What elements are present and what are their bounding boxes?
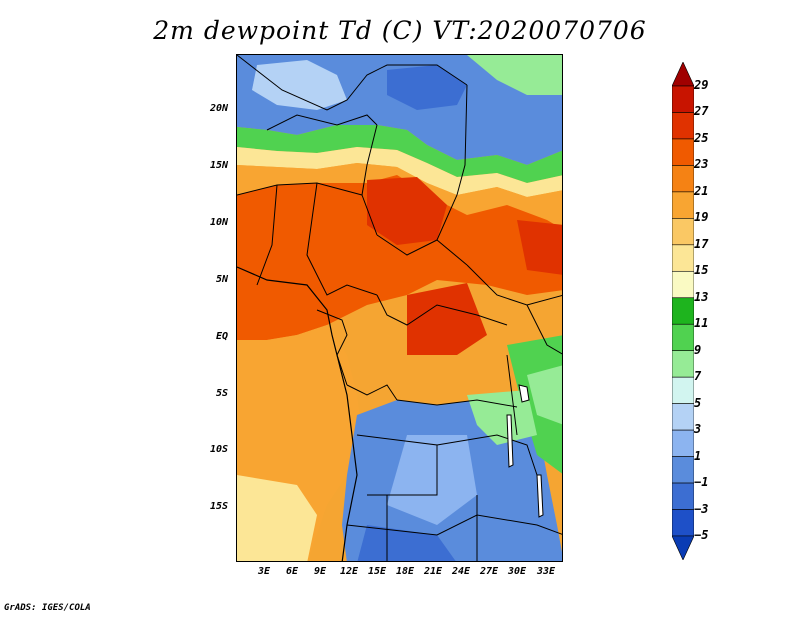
colorbar-swatch — [672, 244, 694, 272]
southern-plateau-light — [387, 435, 477, 525]
lon-label: 9E — [313, 566, 327, 577]
colorbar-swatch — [672, 191, 694, 219]
lon-label: 21E — [423, 566, 443, 577]
colorbar-level-label: −1 — [694, 475, 709, 490]
lon-label: 3E — [257, 566, 271, 577]
sahel-green-band — [237, 125, 562, 183]
grads-credit: GrADS: IGES/COLA — [4, 603, 91, 613]
colorbar-level-label: 5 — [694, 395, 702, 410]
lon-label: 18E — [395, 566, 415, 577]
colorbar — [672, 62, 694, 560]
lon-label: 24E — [451, 566, 471, 577]
colorbar-swatch — [672, 323, 694, 352]
colorbar-swatch — [672, 509, 694, 537]
atlantic-coastline — [237, 266, 358, 561]
colorbar-swatch — [672, 62, 694, 87]
lat-label: 15N — [209, 160, 228, 171]
colorbar-swatch — [672, 85, 694, 113]
sahara-dark-patch — [387, 65, 467, 110]
colorbar-level-label: 11 — [694, 316, 709, 331]
great-lakes — [506, 384, 544, 518]
colorbar-level-label: 13 — [694, 289, 709, 304]
colorbar-swatch — [672, 350, 694, 378]
colorbar-level-label: 25 — [694, 130, 709, 145]
east-max-patch — [517, 220, 562, 275]
central-max-patch — [367, 177, 447, 245]
colorbar-swatch — [672, 112, 694, 140]
colorbar-level-label: −3 — [694, 501, 709, 516]
colorbar-swatch — [672, 376, 694, 404]
colorbar-level-label: 19 — [694, 210, 709, 225]
congo-max-patch — [407, 283, 487, 355]
map-panel — [236, 54, 563, 562]
lat-label: 5S — [215, 388, 228, 399]
colorbar-level-label: 3 — [694, 422, 702, 437]
colorbar-swatch — [672, 297, 694, 325]
colorbar-level-label: 17 — [694, 236, 709, 251]
lon-label: 15E — [367, 566, 387, 577]
southern-plateau-dark — [357, 525, 456, 561]
lake-malawi — [536, 474, 544, 518]
east-africa-lightgreen — [527, 365, 562, 425]
colorbar-level-label: 21 — [694, 183, 709, 198]
colorbar-level-label: 7 — [694, 369, 702, 384]
lon-label: 30E — [507, 566, 527, 577]
lat-label: EQ — [215, 331, 228, 342]
colorbar-level-label: 23 — [694, 157, 709, 172]
colorbar-swatch — [672, 403, 694, 431]
lat-label: 20N — [209, 103, 228, 114]
lon-label: 12E — [339, 566, 359, 577]
colorbar-level-label: 1 — [694, 448, 702, 463]
colorbar-swatch — [672, 456, 694, 484]
lat-label: 15S — [209, 501, 228, 512]
colorbar-level-label: 27 — [694, 104, 709, 119]
colorbar-level-label: 15 — [694, 263, 709, 278]
lat-label: 10S — [209, 444, 228, 455]
lakes-region-green — [467, 390, 537, 445]
colorbar-level-label: 9 — [694, 342, 702, 357]
lon-label: 27E — [479, 566, 499, 577]
atlantic-yellow-region — [237, 475, 317, 561]
colorbar-swatch — [672, 429, 694, 457]
colorbar-swatch — [672, 535, 694, 560]
lake-tanganyika — [506, 414, 514, 468]
colorbar-swatch — [672, 270, 694, 299]
sahara-light-patch — [252, 60, 347, 110]
colorbar-swatches — [672, 62, 694, 560]
page-title: 2m dewpoint Td (C) VT:2020070706 — [153, 16, 647, 45]
lon-label: 33E — [536, 566, 556, 577]
lon-label: 6E — [285, 566, 299, 577]
colorbar-swatch — [672, 165, 694, 193]
colorbar-swatch — [672, 138, 694, 166]
lat-label: 10N — [209, 217, 228, 228]
sahel-yellow-band — [237, 147, 562, 197]
lat-label: 5N — [215, 274, 228, 285]
colorbar-swatch — [672, 482, 694, 510]
colorbar-level-label: 29 — [694, 78, 709, 92]
colorbar-swatch — [672, 218, 694, 246]
sahara-ne-green — [467, 55, 562, 95]
colorbar-level-label: −5 — [694, 528, 709, 542]
dewpoint-map — [237, 55, 562, 561]
lake-victoria — [518, 384, 530, 403]
